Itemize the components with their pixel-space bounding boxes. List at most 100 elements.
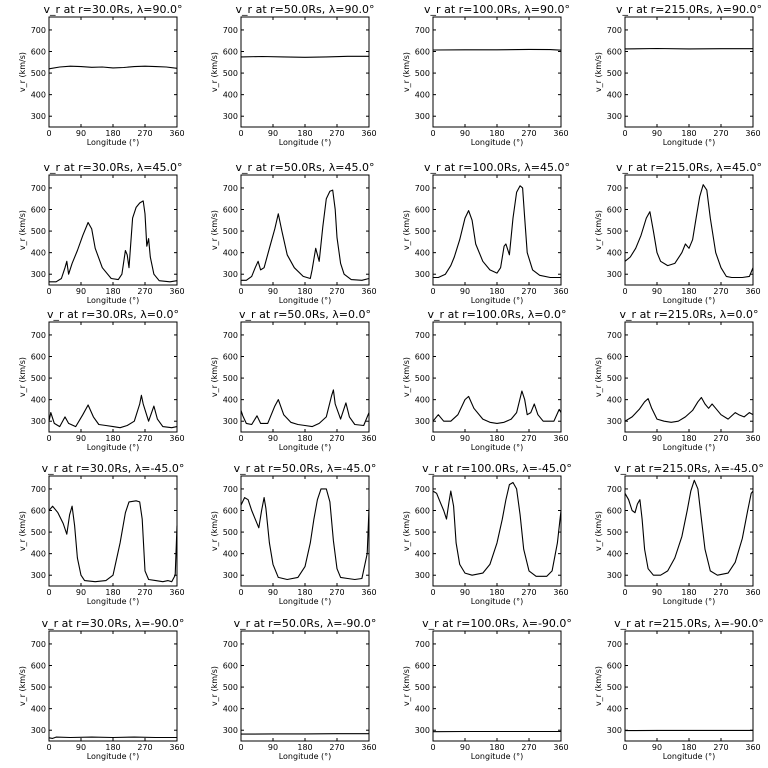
panel-r215.0-lat-90.0: v_r at r=215.0Rs, λ=-90.0° 0 90 180 270 360 30… <box>594 617 764 761</box>
panel-r50.0-lat0.0: v_r at r=50.0Rs, λ=0.0° 0 90 180 270 360 300 40… <box>210 308 377 452</box>
panel-title: v_r at r=30.0Rs, λ=90.0° <box>44 3 183 16</box>
y-tick-label: 500 <box>415 528 430 537</box>
y-axis-label: v_r (km/s) <box>210 210 219 250</box>
x-tick-label: 360 <box>745 588 760 597</box>
y-tick-label: 400 <box>31 550 46 559</box>
y-tick-label: 600 <box>31 48 46 57</box>
series-line-vr <box>624 184 754 279</box>
x-axis-label: Longitude (°) <box>279 443 332 452</box>
y-tick-label: 400 <box>31 91 46 100</box>
panel-title: v_r at r=215.0Rs, λ=-90.0° <box>614 617 764 630</box>
x-tick-label: 90 <box>652 743 662 752</box>
y-tick-label: 400 <box>415 91 430 100</box>
series-line-vr <box>432 481 562 577</box>
plot-frame <box>624 16 754 128</box>
x-tick-label: 0 <box>46 588 51 597</box>
x-axis-label: Longitude (°) <box>279 296 332 305</box>
y-tick-label: 600 <box>31 662 46 671</box>
x-axis-label: Longitude (°) <box>87 752 140 761</box>
y-tick-label: 400 <box>607 249 622 258</box>
panel-title: v_r at r=30.0Rs, λ=-90.0° <box>42 617 185 630</box>
x-tick-label: 90 <box>652 129 662 138</box>
plot-frame <box>48 630 178 742</box>
x-tick-label: 180 <box>681 588 696 597</box>
y-tick-label: 700 <box>31 26 46 35</box>
x-tick-label: 180 <box>681 129 696 138</box>
y-tick-label: 600 <box>415 206 430 215</box>
y-tick-label: 400 <box>31 249 46 258</box>
x-tick-label: 0 <box>238 588 243 597</box>
x-tick-label: 270 <box>137 287 152 296</box>
y-tick-label: 400 <box>223 396 238 405</box>
series-line-vr <box>49 200 178 283</box>
x-tick-label: 270 <box>329 588 344 597</box>
x-tick-label: 270 <box>521 588 536 597</box>
y-tick-label: 300 <box>223 112 238 121</box>
y-tick-label: 700 <box>223 485 238 494</box>
x-tick-label: 90 <box>460 434 470 443</box>
series-line-vr <box>624 396 754 423</box>
y-tick-label: 300 <box>223 571 238 580</box>
plot-frame <box>432 630 562 742</box>
panel-title: v_r at r=50.0Rs, λ=-90.0° <box>234 617 377 630</box>
x-tick-label: 0 <box>46 129 51 138</box>
x-tick-label: 180 <box>489 129 504 138</box>
y-tick-label: 600 <box>607 507 622 516</box>
y-axis-label: v_r (km/s) <box>402 666 411 706</box>
y-tick-label: 400 <box>223 705 238 714</box>
y-tick-label: 400 <box>223 249 238 258</box>
x-tick-label: 0 <box>238 287 243 296</box>
y-tick-label: 400 <box>31 705 46 714</box>
y-tick-label: 500 <box>223 69 238 78</box>
y-tick-label: 500 <box>415 227 430 236</box>
x-tick-label: 180 <box>681 434 696 443</box>
plot-frame <box>240 630 370 742</box>
x-tick-label: 360 <box>553 129 568 138</box>
x-tick-label: 0 <box>238 743 243 752</box>
x-tick-label: 180 <box>681 287 696 296</box>
x-tick-label: 90 <box>652 588 662 597</box>
x-tick-label: 360 <box>745 287 760 296</box>
x-tick-label: 270 <box>713 434 728 443</box>
y-tick-label: 500 <box>31 683 46 692</box>
y-tick-label: 500 <box>607 69 622 78</box>
panel-title: v_r at r=50.0Rs, λ=45.0° <box>236 161 375 174</box>
y-tick-label: 700 <box>607 485 622 494</box>
y-tick-label: 700 <box>607 331 622 340</box>
series-line-vr <box>48 500 178 583</box>
y-tick-label: 700 <box>31 331 46 340</box>
x-tick-label: 360 <box>361 743 376 752</box>
panel-r30.0-lat90.0: v_r at r=30.0Rs, λ=90.0° 0 90 180 270 360 300 4… <box>18 3 185 147</box>
y-tick-label: 700 <box>415 184 430 193</box>
y-tick-label: 500 <box>223 227 238 236</box>
y-axis-label: v_r (km/s) <box>18 52 27 92</box>
y-axis-label: v_r (km/s) <box>18 511 27 551</box>
x-tick-label: 360 <box>361 129 376 138</box>
y-tick-label: 600 <box>607 48 622 57</box>
x-tick-label: 180 <box>297 287 312 296</box>
plot-frame <box>432 16 562 128</box>
panel-r100.0-lat-90.0: v_r at r=100.0Rs, λ=-90.0° 0 90 180 270 360 30… <box>402 617 572 761</box>
y-tick-label: 600 <box>415 353 430 362</box>
y-tick-label: 700 <box>31 640 46 649</box>
x-tick-label: 90 <box>76 287 86 296</box>
x-tick-label: 270 <box>329 743 344 752</box>
x-tick-label: 90 <box>460 743 470 752</box>
y-tick-label: 600 <box>415 507 430 516</box>
x-axis-label: Longitude (°) <box>663 752 716 761</box>
plot-frame <box>432 321 562 433</box>
y-tick-label: 300 <box>607 270 622 279</box>
y-tick-label: 500 <box>607 227 622 236</box>
y-tick-label: 300 <box>31 270 46 279</box>
y-tick-label: 600 <box>607 206 622 215</box>
y-tick-label: 500 <box>31 374 46 383</box>
y-tick-label: 500 <box>31 69 46 78</box>
x-tick-label: 180 <box>489 743 504 752</box>
panel-r50.0-lat45.0: v_r at r=50.0Rs, λ=45.0° 0 90 180 270 360 300 4… <box>210 161 377 305</box>
x-tick-label: 360 <box>553 287 568 296</box>
x-tick-label: 180 <box>681 743 696 752</box>
y-axis-label: v_r (km/s) <box>210 511 219 551</box>
plot-frame <box>432 174 562 286</box>
panel-title: v_r at r=100.0Rs, λ=0.0° <box>428 308 567 321</box>
series-line-vr <box>48 736 177 739</box>
